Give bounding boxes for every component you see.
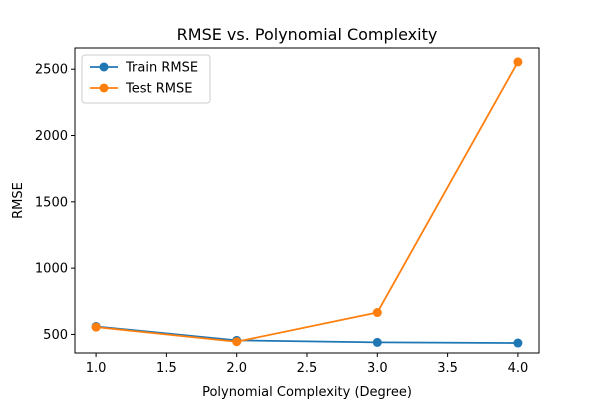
series-line bbox=[96, 325, 518, 344]
y-axis-ticks: 500 1000 1500 2000 2500 bbox=[35, 63, 75, 343]
data-point bbox=[372, 308, 382, 318]
y-tick-label: 500 bbox=[43, 328, 68, 343]
series-layer bbox=[91, 57, 523, 348]
data-point bbox=[232, 337, 242, 347]
x-tick-label: 1.0 bbox=[86, 361, 107, 376]
x-tick-label: 2.0 bbox=[226, 361, 247, 376]
data-point bbox=[513, 338, 523, 348]
axes-frame bbox=[74, 47, 540, 354]
legend-label: Train RMSE bbox=[125, 61, 198, 76]
data-point bbox=[372, 337, 382, 347]
y-tick-label: 2000 bbox=[35, 129, 68, 144]
legend-item: Train RMSE bbox=[90, 61, 198, 76]
x-tick-label: 2.5 bbox=[297, 361, 318, 376]
chart-title: RMSE vs. Polynomial Complexity bbox=[177, 25, 438, 44]
y-axis-label: RMSE bbox=[11, 182, 26, 219]
series-line bbox=[95, 61, 519, 343]
y-tick-label: 1000 bbox=[35, 262, 68, 277]
series-1 bbox=[91, 57, 523, 347]
x-tick-label: 4.0 bbox=[508, 361, 529, 376]
legend-label: Test RMSE bbox=[125, 82, 192, 97]
x-tick-label: 3.5 bbox=[437, 361, 458, 376]
x-axis-label: Polynomial Complexity (Degree) bbox=[202, 385, 412, 400]
data-point bbox=[91, 322, 101, 332]
y-tick-label: 2500 bbox=[35, 63, 68, 78]
y-tick-label: 1500 bbox=[35, 195, 68, 210]
legend-marker bbox=[99, 62, 109, 72]
legend-marker bbox=[99, 83, 109, 93]
legend-item: Test RMSE bbox=[90, 82, 192, 97]
x-axis-ticks: 1.0 1.5 2.0 2.5 3.0 3.5 4.0 bbox=[86, 353, 529, 376]
x-tick-label: 1.5 bbox=[156, 361, 177, 376]
data-point bbox=[513, 57, 523, 67]
legend: Train RMSE Test RMSE bbox=[81, 54, 211, 104]
x-tick-label: 3.0 bbox=[367, 361, 388, 376]
